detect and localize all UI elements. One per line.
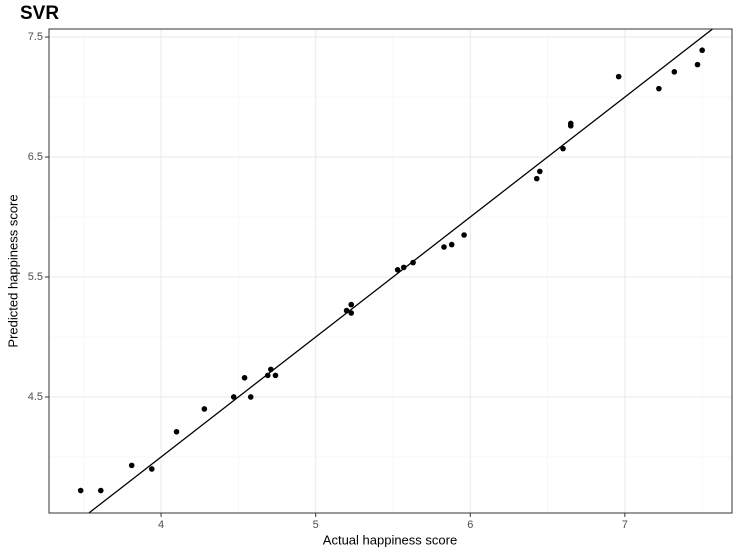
point xyxy=(410,259,416,266)
point xyxy=(615,73,622,80)
point xyxy=(97,487,104,494)
point xyxy=(441,244,447,250)
point xyxy=(173,428,180,435)
point xyxy=(671,69,678,75)
point xyxy=(247,394,254,400)
x-tick-label: 5 xyxy=(313,519,319,531)
point xyxy=(230,394,237,400)
chart-title: SVR xyxy=(20,3,59,24)
point xyxy=(656,85,662,92)
x-axis-title: Actual happiness score xyxy=(323,532,457,547)
x-tick-label: 7 xyxy=(622,519,628,531)
y-tick-label: 4.5 xyxy=(28,391,43,403)
point xyxy=(272,372,279,379)
point xyxy=(149,466,155,472)
point xyxy=(241,374,248,381)
point xyxy=(560,145,566,152)
point xyxy=(537,168,543,175)
point xyxy=(533,175,540,182)
y-axis-title: Predicted happiness score xyxy=(5,194,20,347)
point xyxy=(567,120,574,127)
point xyxy=(128,462,135,469)
point xyxy=(394,267,401,273)
reference-line xyxy=(87,29,714,513)
point xyxy=(77,487,84,494)
point xyxy=(448,241,455,248)
point xyxy=(264,372,271,379)
point xyxy=(343,307,350,314)
point xyxy=(461,232,467,238)
point xyxy=(694,61,701,68)
point xyxy=(699,47,705,54)
y-tick-label: 7.5 xyxy=(28,31,43,43)
point xyxy=(268,366,274,373)
point xyxy=(400,264,407,271)
panel-border xyxy=(48,28,733,514)
x-tick-label: 6 xyxy=(467,519,473,531)
x-tick-label: 4 xyxy=(158,519,164,531)
point xyxy=(201,406,208,412)
y-tick-label: 6.5 xyxy=(28,151,43,163)
y-tick-label: 5.5 xyxy=(28,271,43,283)
point xyxy=(348,310,355,316)
point xyxy=(348,301,355,308)
